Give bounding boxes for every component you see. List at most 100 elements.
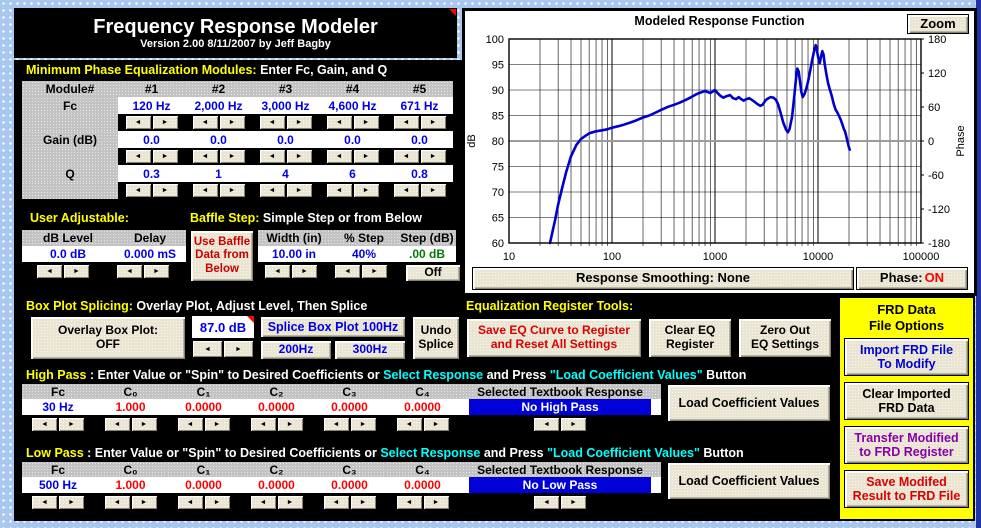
- spin-right-icon[interactable]: ►: [422, 494, 450, 510]
- spin-right-icon[interactable]: ►: [349, 494, 377, 510]
- hp-fc-value[interactable]: 30 Hz: [22, 399, 94, 415]
- spin-left-icon[interactable]: ◄: [176, 494, 204, 510]
- lp-load-coefficients-button[interactable]: Load Coefficient Values: [667, 462, 831, 500]
- spin-right-icon[interactable]: ►: [419, 149, 447, 164]
- spin-left-icon[interactable]: ◄: [191, 149, 219, 164]
- spin-right-icon[interactable]: ►: [419, 115, 447, 130]
- spin-right-icon[interactable]: ►: [203, 416, 231, 432]
- spin-right-icon[interactable]: ►: [276, 494, 304, 510]
- box-plot-level-spinner[interactable]: ◄ ►: [192, 340, 254, 358]
- q-value-2[interactable]: 1: [185, 165, 252, 182]
- gain-5-spinner[interactable]: ◄ ►: [392, 149, 447, 164]
- splice-100hz-button[interactable]: Splice Box Plot 100Hz: [260, 316, 406, 338]
- q-4-spinner[interactable]: ◄ ►: [325, 183, 380, 198]
- transfer-modified-button[interactable]: Transfer Modified to FRD Register: [844, 426, 969, 464]
- q-5-spinner[interactable]: ◄ ►: [392, 183, 447, 198]
- gain-value-4[interactable]: 0.0: [319, 131, 386, 148]
- spin-right-icon[interactable]: ►: [291, 264, 318, 279]
- gain-3-spinner[interactable]: ◄ ►: [258, 149, 313, 164]
- spin-right-icon[interactable]: ►: [58, 494, 85, 510]
- spin-left-icon[interactable]: ◄: [392, 115, 420, 130]
- spin-right-icon[interactable]: ►: [203, 494, 231, 510]
- fc-2-spinner[interactable]: ◄ ►: [191, 115, 246, 130]
- hp-c0-value[interactable]: 1.000: [94, 399, 167, 415]
- spin-left-icon[interactable]: ◄: [249, 494, 277, 510]
- response-smoothing-button[interactable]: Response Smoothing: None: [472, 267, 854, 290]
- splice-300hz-button[interactable]: 300Hz: [334, 340, 406, 360]
- spin-right-icon[interactable]: ►: [352, 115, 380, 130]
- spin-left-icon[interactable]: ◄: [124, 183, 152, 198]
- zero-eq-settings-button[interactable]: Zero Out EQ Settings: [738, 318, 832, 358]
- spin-right-icon[interactable]: ►: [223, 340, 254, 358]
- spin-right-icon[interactable]: ►: [285, 183, 313, 198]
- baffle-off-button[interactable]: Off: [405, 264, 461, 282]
- spin-left-icon[interactable]: ◄: [325, 115, 353, 130]
- fc-value-3[interactable]: 3,000 Hz: [252, 97, 319, 114]
- lp-response-spinner[interactable]: ◄ ►: [533, 494, 587, 510]
- hp-c0-spinner[interactable]: ◄ ►: [103, 416, 158, 432]
- lp-fc-spinner[interactable]: ◄ ►: [31, 494, 85, 510]
- spin-right-icon[interactable]: ►: [361, 264, 388, 279]
- spin-right-icon[interactable]: ►: [352, 149, 380, 164]
- lp-c4-value[interactable]: 0.0000: [386, 477, 459, 493]
- spin-left-icon[interactable]: ◄: [192, 340, 223, 358]
- hp-c1-spinner[interactable]: ◄ ►: [176, 416, 231, 432]
- q-3-spinner[interactable]: ◄ ►: [258, 183, 313, 198]
- spin-left-icon[interactable]: ◄: [103, 416, 131, 432]
- spin-left-icon[interactable]: ◄: [191, 115, 219, 130]
- spin-right-icon[interactable]: ►: [349, 416, 377, 432]
- hp-c4-value[interactable]: 0.0000: [386, 399, 459, 415]
- spin-right-icon[interactable]: ►: [276, 416, 304, 432]
- spin-left-icon[interactable]: ◄: [322, 494, 350, 510]
- fc-value-5[interactable]: 671 Hz: [386, 97, 453, 114]
- spin-right-icon[interactable]: ►: [151, 183, 179, 198]
- hp-selected-response[interactable]: No High Pass: [469, 399, 651, 415]
- pct-step-value[interactable]: 40%: [330, 246, 398, 262]
- fc-value-1[interactable]: 120 Hz: [118, 97, 185, 114]
- hp-response-spinner[interactable]: ◄ ►: [533, 416, 587, 432]
- spin-right-icon[interactable]: ►: [63, 264, 90, 279]
- spin-right-icon[interactable]: ►: [560, 494, 587, 510]
- spin-left-icon[interactable]: ◄: [533, 494, 560, 510]
- q-value-5[interactable]: 0.8: [386, 165, 453, 182]
- box-plot-level-value[interactable]: 87.0 dB: [192, 316, 254, 338]
- spin-left-icon[interactable]: ◄: [533, 416, 560, 432]
- hp-c2-spinner[interactable]: ◄ ►: [249, 416, 304, 432]
- q-value-1[interactable]: 0.3: [118, 165, 185, 182]
- spin-left-icon[interactable]: ◄: [249, 416, 277, 432]
- gain-value-1[interactable]: 0.0: [118, 131, 185, 148]
- spin-right-icon[interactable]: ►: [218, 183, 246, 198]
- hp-c3-value[interactable]: 0.0000: [313, 399, 386, 415]
- q-2-spinner[interactable]: ◄ ►: [191, 183, 246, 198]
- lp-c3-spinner[interactable]: ◄ ►: [322, 494, 377, 510]
- lp-fc-value[interactable]: 500 Hz: [22, 477, 94, 493]
- hp-fc-spinner[interactable]: ◄ ►: [31, 416, 85, 432]
- spin-left-icon[interactable]: ◄: [392, 183, 420, 198]
- spin-left-icon[interactable]: ◄: [322, 416, 350, 432]
- splice-200hz-button[interactable]: 200Hz: [260, 340, 332, 360]
- lp-c0-value[interactable]: 1.000: [94, 477, 167, 493]
- spin-left-icon[interactable]: ◄: [392, 149, 420, 164]
- spin-right-icon[interactable]: ►: [130, 494, 158, 510]
- lp-c2-spinner[interactable]: ◄ ►: [249, 494, 304, 510]
- spin-right-icon[interactable]: ►: [285, 115, 313, 130]
- lp-c3-value[interactable]: 0.0000: [313, 477, 386, 493]
- hp-c4-spinner[interactable]: ◄ ►: [395, 416, 450, 432]
- spin-left-icon[interactable]: ◄: [176, 416, 204, 432]
- lp-c2-value[interactable]: 0.0000: [240, 477, 313, 493]
- spin-right-icon[interactable]: ►: [218, 149, 246, 164]
- lp-c0-spinner[interactable]: ◄ ►: [103, 494, 158, 510]
- clear-eq-register-button[interactable]: Clear EQ Register: [648, 318, 732, 358]
- fc-5-spinner[interactable]: ◄ ►: [392, 115, 447, 130]
- fc-value-2[interactable]: 2,000 Hz: [185, 97, 252, 114]
- hp-c1-value[interactable]: 0.0000: [167, 399, 240, 415]
- baffle-width-spinner[interactable]: ◄ ►: [264, 264, 318, 282]
- delay-value[interactable]: 0.000 mS: [114, 246, 186, 262]
- spin-left-icon[interactable]: ◄: [258, 149, 286, 164]
- spin-left-icon[interactable]: ◄: [36, 264, 63, 279]
- undo-splice-button[interactable]: Undo Splice: [412, 316, 460, 360]
- zoom-button[interactable]: Zoom: [907, 14, 969, 34]
- hp-c3-spinner[interactable]: ◄ ►: [322, 416, 377, 432]
- spin-left-icon[interactable]: ◄: [395, 494, 423, 510]
- gain-4-spinner[interactable]: ◄ ►: [325, 149, 380, 164]
